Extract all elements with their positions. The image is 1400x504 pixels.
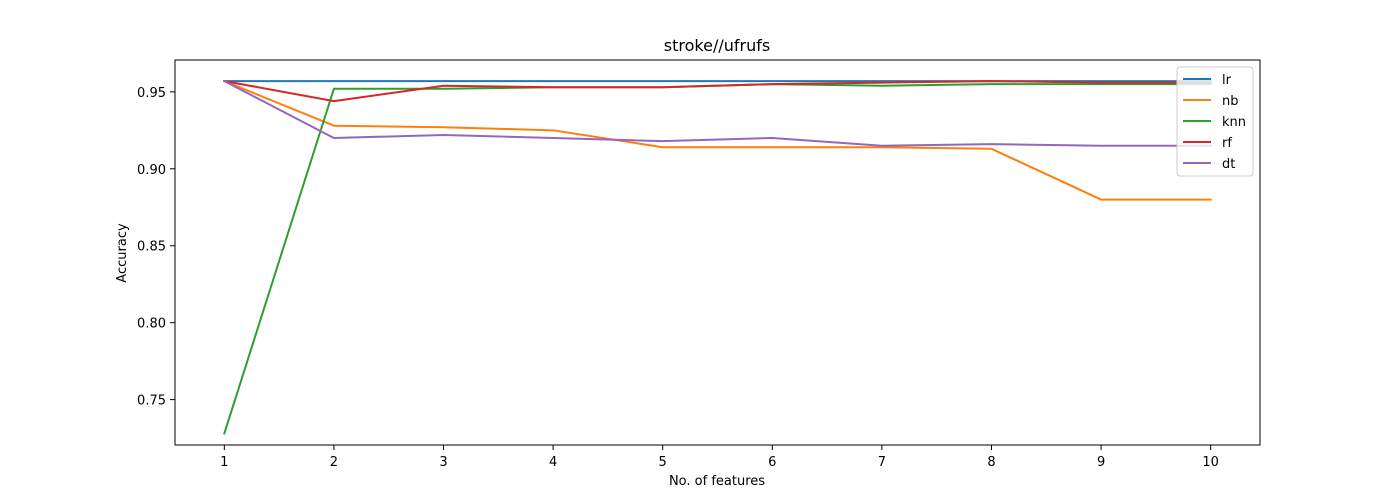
y-tick-label: 0.90: [137, 163, 166, 178]
y-tick-label: 0.85: [137, 240, 166, 255]
legend-box: [1176, 66, 1254, 177]
y-tick-label: 0.80: [137, 317, 166, 332]
x-tick-label: 1: [220, 455, 228, 470]
axes-layer: 1 2 3 4 5 6 7 8 9 10 0.75 0.80 0.85 0.90 0.95: [137, 59, 1261, 470]
series-line-nb: [223, 79, 1212, 201]
x-tick-label: 7: [878, 455, 886, 470]
plot-frame: [174, 59, 1261, 446]
legend-label-lr: lr: [1222, 73, 1232, 88]
x-tick-label: 5: [659, 455, 667, 470]
x-tick-label: 9: [1097, 455, 1105, 470]
series-line-rf: [223, 79, 1212, 103]
x-tick-label: 10: [1202, 455, 1219, 470]
x-tick-label: 6: [768, 455, 776, 470]
x-tick-label: 3: [439, 455, 447, 470]
legend: lr nb knn rf dt: [1176, 66, 1254, 177]
x-tick-label: 4: [549, 455, 557, 470]
series-line-dt: [222, 79, 1212, 147]
legend-label-dt: dt: [1222, 157, 1235, 172]
series-layer: [222, 79, 1212, 435]
x-axis-label: No. of features: [669, 474, 765, 489]
x-tick-label: 8: [987, 455, 995, 470]
y-axis-label: Accuracy: [115, 223, 130, 283]
legend-label-rf: rf: [1222, 136, 1232, 151]
legend-label-knn: knn: [1222, 115, 1246, 130]
x-tick-label: 2: [330, 455, 338, 470]
chart-title: stroke//ufrufs: [664, 36, 770, 55]
y-tick-label: 0.75: [137, 394, 166, 409]
y-tick-label: 0.95: [137, 86, 166, 101]
legend-label-nb: nb: [1222, 94, 1239, 109]
